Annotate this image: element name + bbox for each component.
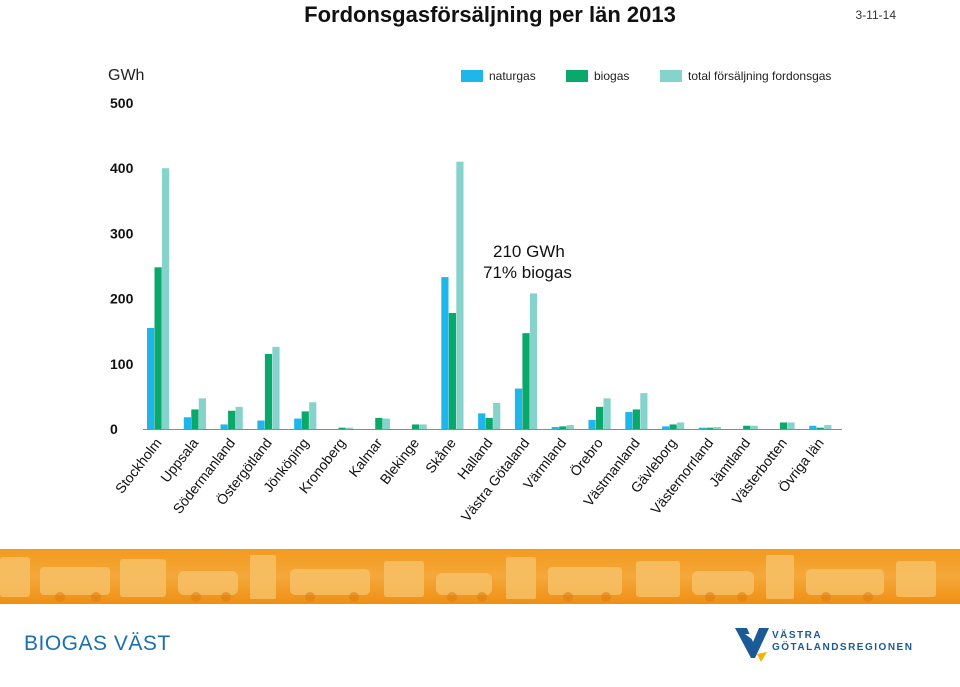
annotation-line1: 210 GWh — [493, 242, 565, 261]
bar-total-5 — [345, 427, 354, 429]
bar-naturgas-18 — [809, 425, 817, 429]
bar-biogas-4 — [301, 411, 309, 429]
vehicle-silhouettes-decoration — [0, 555, 936, 602]
bar-naturgas-14 — [662, 426, 670, 429]
bar-total-2 — [235, 406, 243, 429]
bar-total-16 — [750, 425, 758, 429]
bar-naturgas-15 — [698, 427, 707, 429]
bar-total-0 — [162, 168, 170, 429]
bar-total-14 — [677, 422, 685, 429]
y-tick-label: 100 — [110, 356, 134, 372]
footer — [0, 604, 960, 687]
bar-biogas-13 — [632, 409, 640, 429]
bar-naturgas-11 — [551, 427, 559, 429]
bar-naturgas-10 — [514, 388, 523, 429]
bar-total-11 — [566, 425, 574, 429]
bar-biogas-1 — [191, 409, 199, 429]
bar-total-8 — [456, 161, 464, 429]
logo-text-line1: VÄSTRA — [772, 630, 823, 641]
bar-biogas-6 — [375, 417, 383, 429]
bar-biogas-9 — [485, 417, 493, 429]
bar-total-10 — [529, 293, 538, 429]
bar-naturgas-8 — [441, 277, 449, 429]
y-axis-unit-label: GWh — [108, 67, 144, 84]
bar-naturgas-4 — [294, 418, 302, 429]
slide-title: Fordonsgasförsäljning per län 2013 — [304, 2, 676, 27]
bar-biogas-10 — [522, 333, 530, 429]
bar-total-18 — [824, 425, 832, 429]
bar-naturgas-13 — [625, 412, 633, 429]
bar-total-6 — [382, 418, 390, 429]
brand-name: BIOGAS VÄST — [24, 632, 171, 655]
bar-naturgas-2 — [220, 424, 228, 429]
bar-total-13 — [640, 393, 648, 429]
bar-total-1 — [198, 398, 206, 429]
legend-label: naturgas — [489, 69, 536, 83]
bar-total-15 — [713, 427, 722, 429]
bar-biogas-0 — [154, 267, 162, 429]
bar-biogas-12 — [595, 406, 604, 429]
bar-biogas-8 — [448, 312, 457, 429]
y-tick-label: 200 — [110, 291, 134, 307]
bar-biogas-5 — [338, 427, 346, 429]
bar-naturgas-0 — [147, 327, 155, 429]
bar-naturgas-12 — [588, 419, 596, 429]
bar-total-7 — [419, 424, 427, 429]
y-tick-label: 0 — [110, 421, 118, 437]
bar-biogas-18 — [816, 427, 824, 429]
legend-swatch-1 — [566, 70, 588, 82]
decorative-footer-band — [0, 549, 960, 604]
legend-label: total försäljning fordonsgas — [688, 69, 831, 83]
bar-total-3 — [272, 346, 280, 429]
bar-chart: GWh0100200300400500StockholmUppsalaSöder… — [108, 67, 842, 525]
bar-biogas-17 — [779, 422, 788, 429]
y-tick-label: 300 — [110, 225, 134, 241]
slide-date: 3-11-14 — [855, 8, 896, 22]
category-label: Skåne — [422, 435, 459, 476]
bar-biogas-11 — [559, 426, 567, 429]
y-tick-label: 400 — [110, 160, 134, 176]
bar-total-9 — [493, 402, 501, 429]
legend-swatch-2 — [660, 70, 682, 82]
annotation-line2: 71% biogas — [483, 263, 572, 282]
bar-biogas-16 — [743, 425, 751, 429]
legend-swatch-0 — [461, 70, 483, 82]
bar-total-4 — [309, 402, 317, 429]
bar-biogas-7 — [412, 424, 420, 429]
legend-label: biogas — [594, 69, 629, 83]
bar-biogas-3 — [264, 354, 273, 429]
vastra-gotalandsregionen-logo — [735, 628, 769, 662]
y-tick-label: 500 — [110, 95, 134, 111]
bar-naturgas-3 — [257, 420, 265, 429]
category-label: Stockholm — [112, 435, 165, 496]
bar-total-12 — [603, 398, 611, 429]
bar-biogas-14 — [669, 424, 677, 429]
bar-naturgas-1 — [183, 417, 191, 429]
bar-biogas-2 — [228, 410, 236, 429]
bar-total-17 — [787, 422, 795, 429]
category-label: Blekinge — [376, 435, 422, 487]
bar-biogas-15 — [706, 427, 714, 429]
logo-text-line2: GÖTALANDSREGIONEN — [772, 642, 914, 653]
bar-naturgas-9 — [478, 413, 486, 429]
